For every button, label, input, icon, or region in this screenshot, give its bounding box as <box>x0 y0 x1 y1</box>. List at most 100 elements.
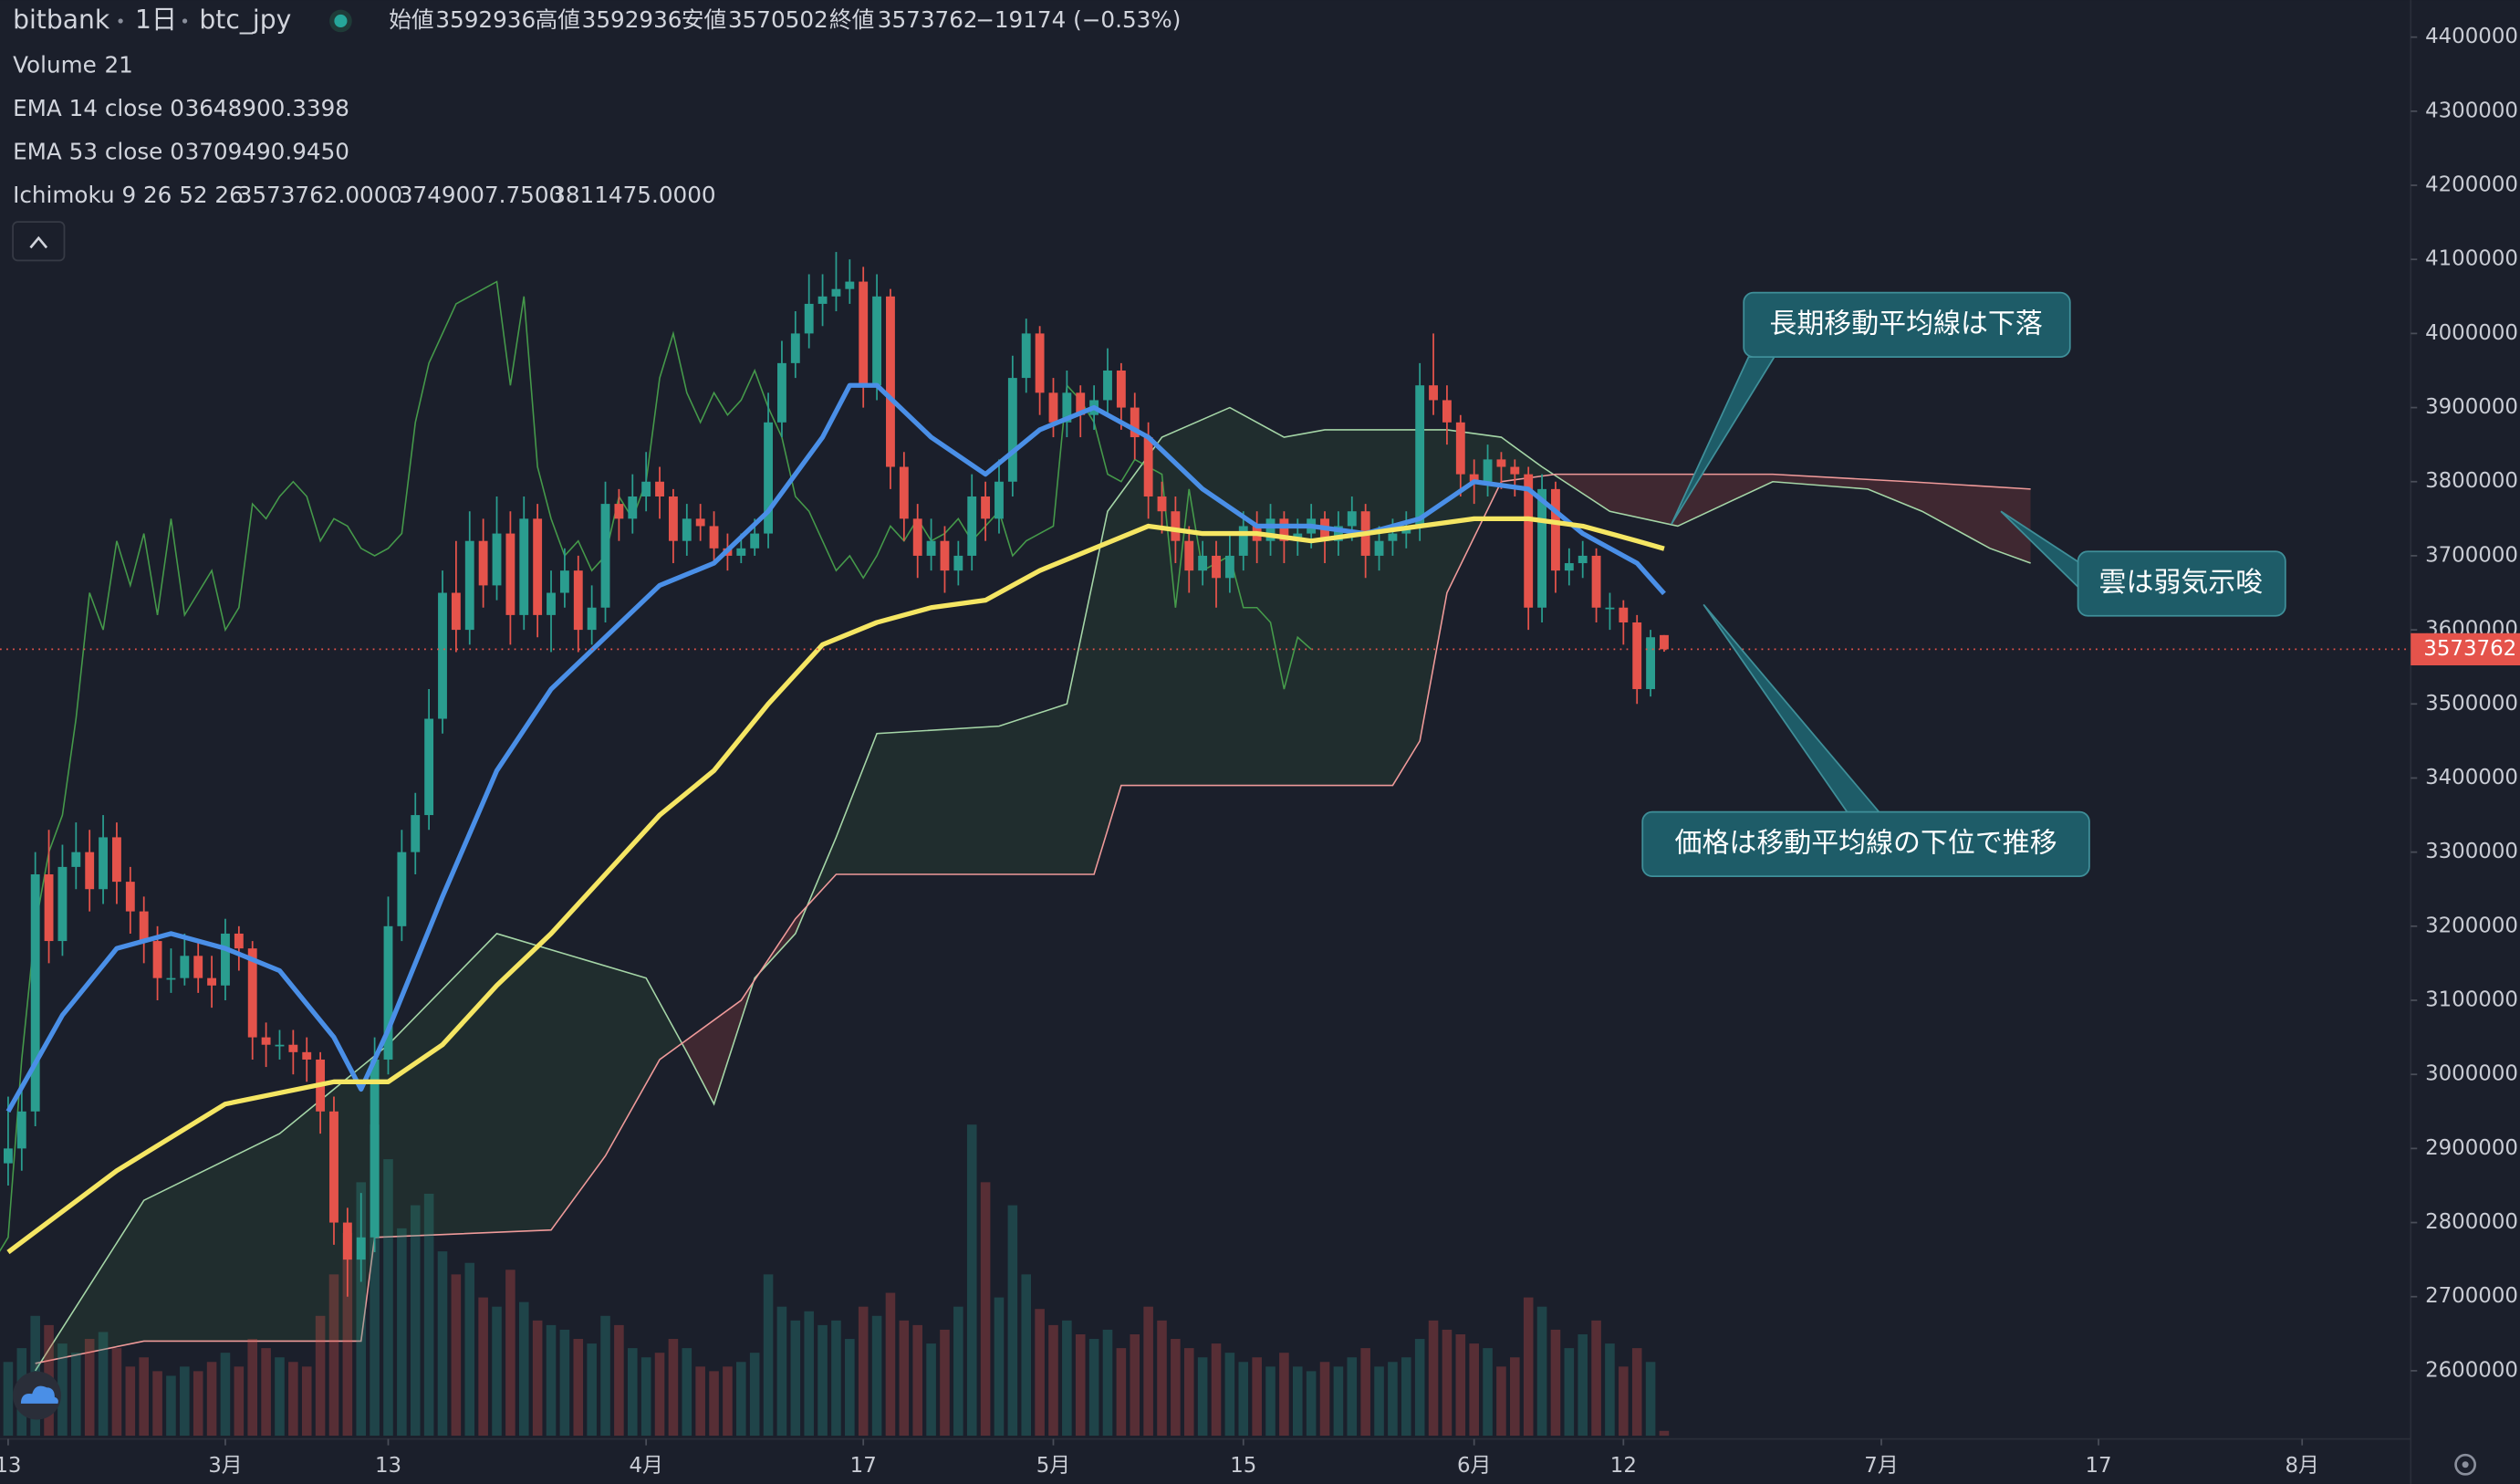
candle-body <box>1116 370 1126 408</box>
candle-body <box>1035 333 1045 393</box>
candle-body <box>695 518 705 527</box>
volume-bar <box>614 1324 624 1437</box>
annotation: 雲は弱気示唆 <box>2000 510 2286 617</box>
volume-bar <box>342 1232 353 1437</box>
annotation: 価格は移動平均線の下位で推移 <box>1641 603 2090 877</box>
symbol: btc_jpy <box>199 5 291 35</box>
candle-body <box>519 518 529 615</box>
ohlc-value: 3592936 <box>435 6 536 33</box>
volume-bar <box>1442 1329 1453 1437</box>
volume-bar <box>397 1228 407 1437</box>
indicator-name: Volume <box>13 51 97 78</box>
candle-body <box>804 303 814 334</box>
volume-bar <box>1183 1348 1194 1437</box>
volume-bar <box>953 1306 963 1437</box>
volume-bar <box>546 1324 557 1437</box>
candle-body <box>1171 511 1181 541</box>
volume-bar <box>790 1320 801 1437</box>
candle-body <box>99 837 109 890</box>
volume-bar <box>858 1306 869 1437</box>
candle-body <box>505 533 515 615</box>
indicator-value: 3709490.9450 <box>185 138 349 164</box>
button-frame[interactable] <box>12 221 66 262</box>
volume-bar <box>994 1297 1005 1437</box>
volume-bar <box>1157 1320 1167 1437</box>
volume-bar <box>437 1251 448 1437</box>
candle-body <box>1265 518 1276 541</box>
volume-bar <box>1007 1205 1018 1437</box>
candle-body <box>641 481 651 496</box>
logo[interactable] <box>13 1371 61 1420</box>
candle-body <box>1279 518 1289 541</box>
candle-body <box>1021 333 1031 379</box>
volume-bar <box>356 1182 367 1437</box>
volume-bar <box>1496 1366 1506 1437</box>
volume-bar <box>451 1274 462 1437</box>
volume-bar <box>478 1297 488 1437</box>
candle-body <box>1333 526 1343 541</box>
volume-bar <box>1401 1357 1411 1437</box>
candle-body <box>1660 634 1669 650</box>
volume-bar <box>370 1124 380 1437</box>
candle-body <box>1062 392 1072 423</box>
candle-body <box>342 1222 352 1260</box>
logo-cloud[interactable] <box>20 1385 58 1404</box>
collapse-button[interactable] <box>12 221 66 262</box>
candle-body <box>1143 437 1153 496</box>
volume-bar <box>912 1324 922 1437</box>
indicator-value: 3811475.0000 <box>551 182 715 208</box>
volume-bar <box>1062 1320 1072 1437</box>
candle-body <box>1212 555 1221 579</box>
volume-bar <box>776 1306 787 1437</box>
volume-bar <box>1414 1339 1425 1437</box>
volume-bar <box>193 1371 203 1437</box>
candle-body <box>1537 488 1547 608</box>
candle-body <box>1007 378 1017 482</box>
volume-bar <box>682 1348 692 1437</box>
candle-body <box>750 533 760 549</box>
ohlc-label: 高値 <box>536 6 580 33</box>
volume-bar <box>1659 1430 1670 1437</box>
candle-body <box>1551 488 1560 571</box>
settings-button[interactable] <box>2454 1453 2476 1476</box>
candle-body <box>329 1111 338 1223</box>
candle-body <box>411 815 421 852</box>
candle-body <box>790 333 800 363</box>
gear-center[interactable] <box>2462 1461 2469 1468</box>
y-tick-label: 3500000 <box>2425 692 2518 716</box>
volume-bar <box>899 1320 910 1437</box>
y-tick-label: 4400000 <box>2425 25 2518 48</box>
volume-bar <box>139 1357 149 1437</box>
candle-body <box>859 281 869 386</box>
volume-bar <box>587 1343 597 1437</box>
volume-bar <box>1224 1353 1235 1437</box>
candle-body <box>628 496 638 519</box>
candle-body <box>1076 392 1086 415</box>
ema-line <box>5 382 1666 1113</box>
volume-bar <box>1279 1353 1289 1437</box>
ohlc-label: 安値 <box>682 6 726 33</box>
chevron-icon[interactable] <box>29 235 48 249</box>
volume-bar <box>152 1371 162 1437</box>
volume-bar <box>1021 1274 1032 1437</box>
volume-bar <box>166 1375 176 1437</box>
volume-bar <box>206 1362 217 1437</box>
gear-icon[interactable] <box>2454 1453 2476 1476</box>
indicator-name: Ichimoku 9 26 52 26 <box>13 182 244 208</box>
volume-bar <box>1333 1366 1344 1437</box>
candle-body <box>533 518 543 615</box>
volume-bar <box>559 1329 570 1437</box>
volume-bar <box>505 1270 515 1437</box>
candle-body <box>614 504 624 519</box>
candle-body <box>600 504 610 608</box>
volume-bar <box>1130 1333 1140 1437</box>
candle-body <box>817 296 828 304</box>
annotation: 長期移動平均線は下落 <box>1671 291 2071 525</box>
volume-bar <box>464 1262 475 1437</box>
candle-body <box>451 592 461 631</box>
volume-bar <box>1075 1333 1086 1437</box>
volume-bar <box>871 1315 882 1437</box>
candle-body <box>57 866 68 942</box>
volume-bar <box>1292 1366 1303 1437</box>
